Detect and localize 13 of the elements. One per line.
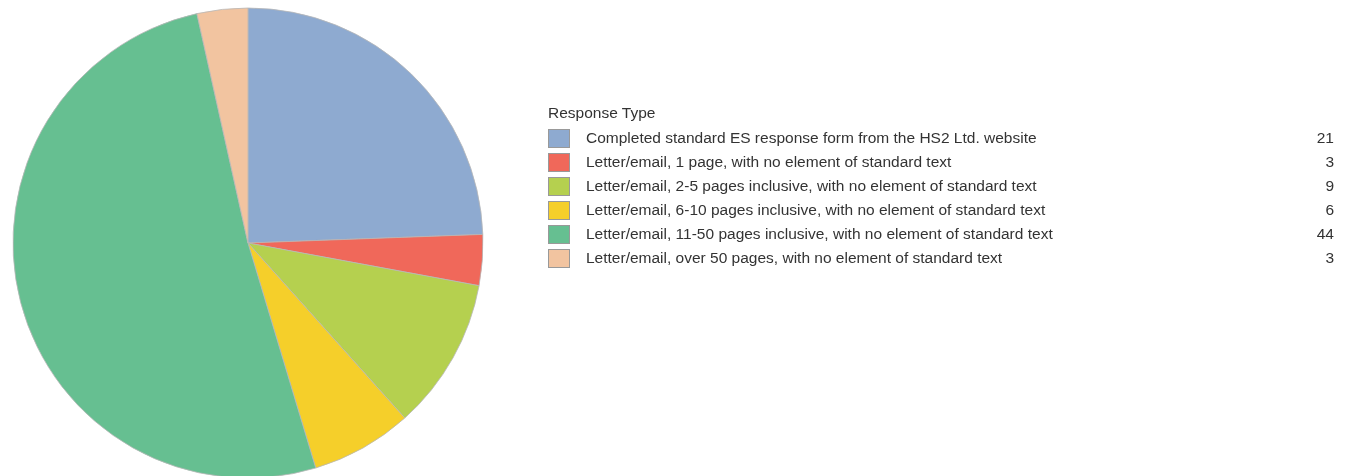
legend-label: Letter/email, over 50 pages, with no element of standard text xyxy=(586,249,1004,267)
legend-label: Letter/email, 11-50 pages inclusive, with no element of standard text xyxy=(586,225,1054,243)
legend-label: Letter/email, 2-5 pages inclusive, with no element of standard text xyxy=(586,177,1038,195)
data-label: 3 xyxy=(1324,249,1335,267)
data-label: 6 xyxy=(1324,201,1335,219)
data-label: 3 xyxy=(1324,153,1335,171)
data-label: 44 xyxy=(1315,225,1335,243)
legend-label: Letter/email, 6-10 pages inclusive, with no element of standard text xyxy=(586,201,1047,219)
data-label: 9 xyxy=(1324,177,1335,195)
legend-label: Letter/email, 1 page, with no element of standard text xyxy=(586,153,953,171)
legend-label: Completed standard ES response form from the HS2 Ltd. website xyxy=(586,129,1038,147)
data-label: 21 xyxy=(1315,129,1335,147)
legend-title: Response Type xyxy=(548,104,657,123)
